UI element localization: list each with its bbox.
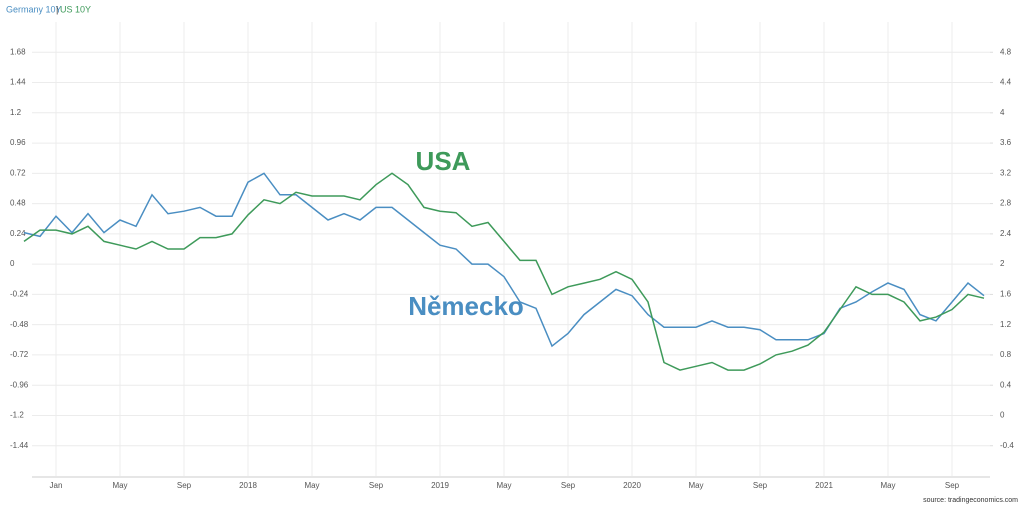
y-tick-label: -0.48 <box>10 320 29 329</box>
y2-tick-label: 0 <box>1000 411 1005 420</box>
legend-separator: | <box>56 4 58 14</box>
y2-tick-label: 1.6 <box>1000 290 1012 299</box>
y2-tick-label: 2.4 <box>1000 229 1012 238</box>
x-tick-label: Sep <box>753 481 768 490</box>
y2-tick-label: 2.8 <box>1000 199 1012 208</box>
marks <box>23 172 985 371</box>
y-tick-label: -1.44 <box>10 441 29 450</box>
y2-tick-label: 2 <box>1000 259 1005 268</box>
x-tick-label: 2020 <box>623 481 641 490</box>
x-tick-label: Jan <box>50 481 63 490</box>
x-tick-label: 2018 <box>239 481 257 490</box>
grid: 1.68 1.44 1.2 0.96 0.72 0.48 0.24 0 -0.24 -0.48 -0… <box>10 22 1014 490</box>
annotation: USA <box>416 146 471 176</box>
y-tick-label: 0.24 <box>10 229 26 238</box>
y2-tick-label: 4 <box>1000 108 1005 117</box>
y-tick-label: 0.48 <box>10 199 26 208</box>
y-tick-label: -0.72 <box>10 350 29 359</box>
source: source: tradingeconomics.com <box>923 497 1018 504</box>
x-tick-label: May <box>304 481 319 490</box>
x-tick-label: 2021 <box>815 481 833 490</box>
y2-tick-label: 3.2 <box>1000 168 1012 177</box>
y2-tick-label: 4.8 <box>1000 47 1012 56</box>
y-tick-label: 0.72 <box>10 168 26 177</box>
y-tick-label: 1.68 <box>10 47 26 56</box>
y2-tick-label: 4.4 <box>1000 78 1012 87</box>
y-tick-label: -1.2 <box>10 411 24 420</box>
series-line <box>23 172 985 348</box>
y2-tick-label: -0.4 <box>1000 441 1014 450</box>
x-tick-label: May <box>880 481 895 490</box>
x-tick-label: 2019 <box>431 481 449 490</box>
y-tick-label: 0 <box>10 259 15 268</box>
series-line <box>23 172 985 371</box>
y-tick-label: -0.96 <box>10 380 29 389</box>
y-tick-label: -0.24 <box>10 290 29 299</box>
legend-entry: Germany 10Y <box>6 4 62 14</box>
y2-tick-label: 0.8 <box>1000 350 1012 359</box>
x-tick-label: May <box>688 481 703 490</box>
x-tick-label: May <box>496 481 511 490</box>
x-tick-label: Sep <box>945 481 960 490</box>
y-tick-label: 0.96 <box>10 138 26 147</box>
y-tick-label: 1.44 <box>10 78 26 87</box>
y2-tick-label: 3.6 <box>1000 138 1012 147</box>
y-tick-label: 1.2 <box>10 108 22 117</box>
y2-tick-label: 0.4 <box>1000 380 1012 389</box>
y2-tick-label: 1.2 <box>1000 320 1012 329</box>
x-tick-label: Sep <box>561 481 576 490</box>
x-tick-label: Sep <box>369 481 384 490</box>
annotation: Německo <box>408 291 524 321</box>
x-tick-label: Sep <box>177 481 192 490</box>
x-tick-label: May <box>112 481 127 490</box>
legend-entry: US 10Y <box>60 4 91 14</box>
